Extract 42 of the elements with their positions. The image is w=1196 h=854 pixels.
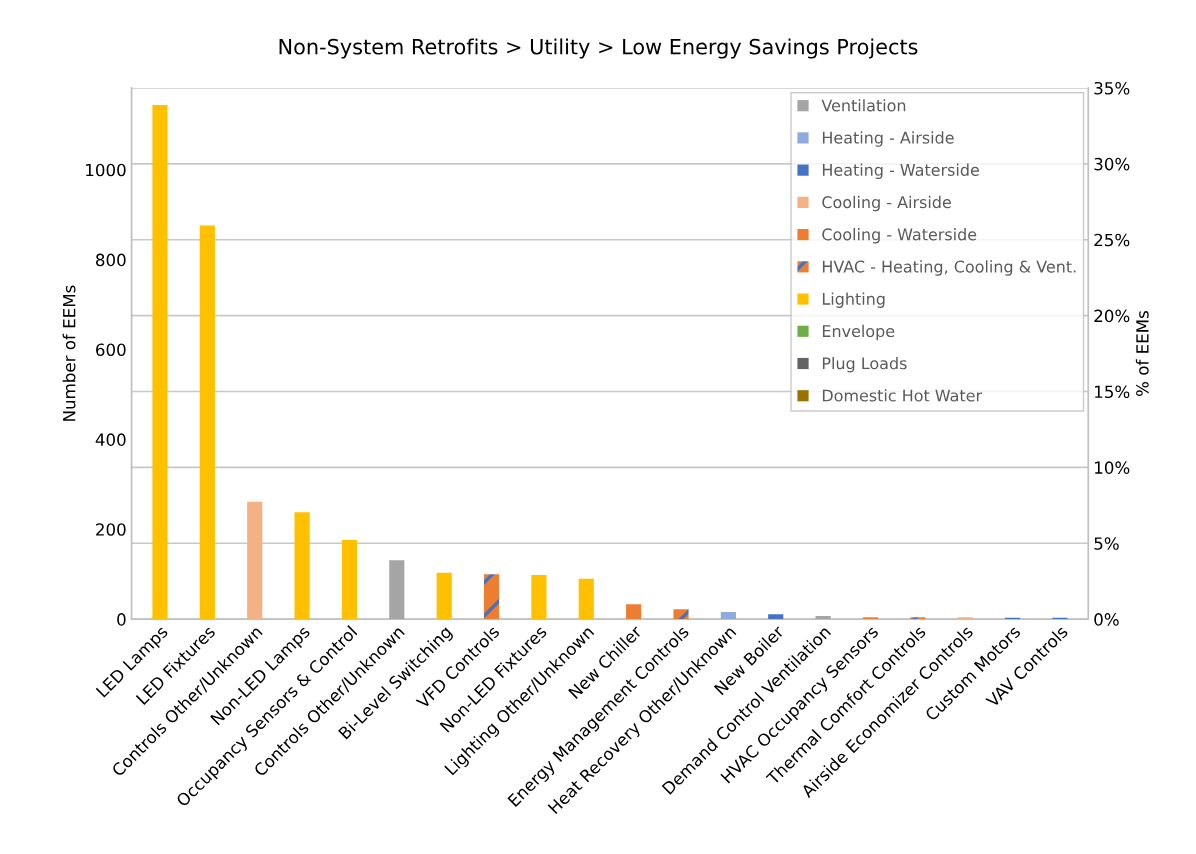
legend-label: Cooling - Airside <box>822 195 951 212</box>
legend-label: Domestic Hot Water <box>822 389 983 402</box>
bar <box>436 572 452 620</box>
y2-tick-label: 30% <box>1094 157 1130 171</box>
legend-label: Heating - Airside <box>822 131 954 147</box>
legend-label: Ventilation <box>821 99 906 112</box>
y2-tick-label: 35% <box>1094 81 1130 95</box>
legend-label: Lighting <box>822 292 885 308</box>
y-tick-label: 400 <box>95 433 126 446</box>
y2-tick-label: 10% <box>1095 461 1130 474</box>
legend-label: Cooling - Waterside <box>822 228 977 244</box>
bar <box>626 604 642 620</box>
bar <box>531 575 547 620</box>
bar <box>152 105 168 620</box>
chart-title: Non-System Retrofits > Utility > Low Energy Savings Projects <box>279 38 918 59</box>
y-tick-label: 800 <box>96 253 126 267</box>
y2-tick-label: 25% <box>1094 233 1130 247</box>
y2-tick-label: 0% <box>1094 613 1119 626</box>
y-axis-title: Number of EEMs <box>62 285 76 421</box>
legend-label: Envelope <box>822 324 895 341</box>
bar <box>720 611 736 620</box>
bar <box>673 609 689 620</box>
y2-tick-label: 20% <box>1094 309 1130 323</box>
legend-label: HVAC - Heating, Cooling & Vent. <box>822 260 1076 276</box>
bar <box>341 540 358 620</box>
y2-tick-label: 15% <box>1095 385 1130 399</box>
legend-label: Heating - Waterside <box>822 163 979 180</box>
legend-label: Plug Loads <box>822 356 907 373</box>
y2-axis-title: % of EEMs <box>1135 311 1149 396</box>
y-tick-label: 600 <box>96 343 126 357</box>
bar <box>199 225 215 620</box>
bar <box>294 512 310 620</box>
bar <box>768 614 784 620</box>
y2-tick-label: 5% <box>1094 537 1119 550</box>
bar <box>815 616 831 620</box>
y-tick-label: 0 <box>117 613 126 626</box>
bar <box>578 578 594 620</box>
y-tick-label: 200 <box>96 523 126 536</box>
bar <box>247 501 263 620</box>
bar <box>483 574 500 620</box>
bar <box>389 560 405 620</box>
y-tick-label: 1000 <box>86 163 126 177</box>
